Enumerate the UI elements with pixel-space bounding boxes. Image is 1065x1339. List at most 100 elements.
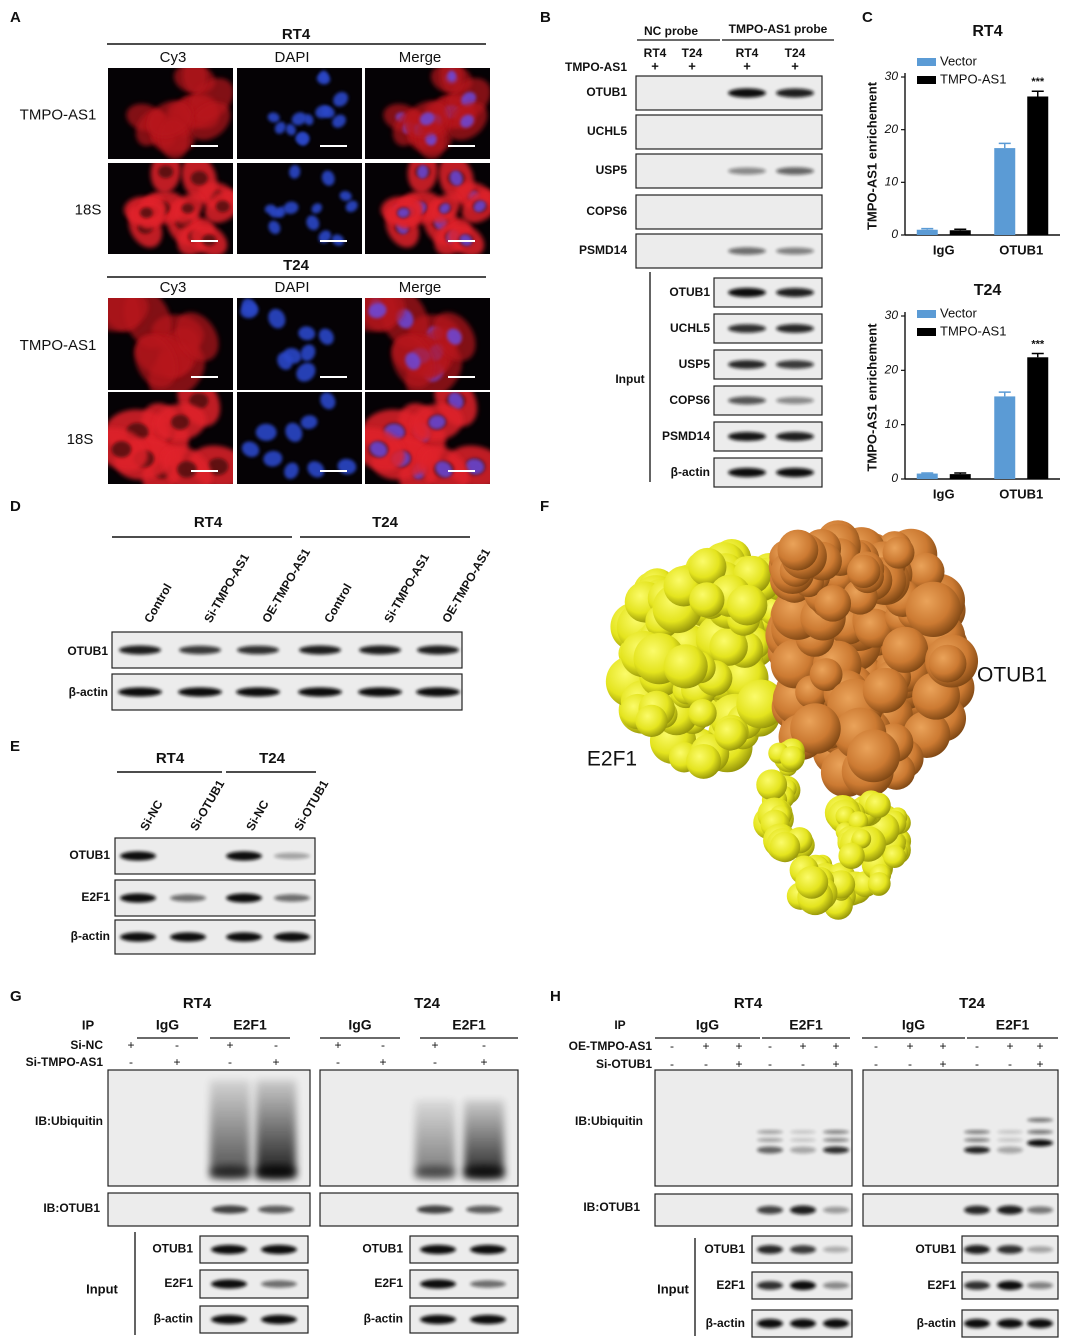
panel-letter: A bbox=[10, 9, 21, 26]
blot bbox=[635, 194, 823, 230]
label: COPS6 bbox=[669, 393, 710, 407]
surface-bump bbox=[865, 792, 891, 819]
surface-bump bbox=[709, 627, 748, 666]
label: Input bbox=[86, 1281, 118, 1296]
nucleus bbox=[473, 200, 486, 213]
band bbox=[464, 1166, 504, 1178]
surface-bump bbox=[814, 585, 852, 622]
band bbox=[1027, 1118, 1053, 1122]
band bbox=[728, 167, 766, 175]
band bbox=[790, 1318, 816, 1329]
bar bbox=[916, 229, 938, 235]
label: β-actin bbox=[364, 1312, 403, 1326]
label: USP5 bbox=[596, 163, 628, 177]
y-axis-label: TMPO-AS1 enrichement bbox=[864, 81, 879, 230]
band bbox=[1027, 1206, 1053, 1214]
nucleus bbox=[435, 461, 453, 478]
surface-bump bbox=[795, 865, 829, 899]
label: β-actin bbox=[154, 1312, 193, 1326]
band bbox=[776, 247, 814, 255]
label: IB:Ubiquitin bbox=[575, 1114, 643, 1128]
label: E2F1 bbox=[233, 1017, 267, 1033]
panel-letter: F bbox=[540, 498, 549, 515]
surface-bump bbox=[854, 608, 895, 648]
nucleus bbox=[439, 203, 451, 214]
label: Input bbox=[615, 372, 644, 386]
surface-bump bbox=[714, 717, 748, 751]
label: + bbox=[832, 1039, 839, 1053]
surface-bump bbox=[635, 704, 668, 737]
band bbox=[823, 1282, 849, 1289]
band bbox=[823, 1146, 849, 1154]
band bbox=[470, 1280, 506, 1288]
nucleus bbox=[368, 303, 387, 319]
bar bbox=[949, 474, 971, 479]
micrograph bbox=[237, 392, 362, 484]
band bbox=[258, 1205, 294, 1214]
label: E2F1 bbox=[716, 1278, 745, 1292]
label: + bbox=[226, 1038, 233, 1052]
x-tick-label: IgG bbox=[933, 486, 955, 501]
label: TMPO-AS1 bbox=[20, 106, 97, 123]
label: + bbox=[1036, 1057, 1043, 1071]
label: OTUB1 bbox=[152, 1242, 193, 1256]
label: β-actin bbox=[69, 685, 108, 699]
label: T24 bbox=[283, 257, 310, 274]
band bbox=[170, 894, 206, 902]
surface-bump bbox=[736, 679, 786, 729]
label: + bbox=[832, 1057, 839, 1071]
x-tick-label: OTUB1 bbox=[999, 242, 1043, 257]
nucleus bbox=[285, 123, 296, 136]
band bbox=[776, 88, 814, 98]
panel-letter: B bbox=[540, 9, 551, 26]
label: + bbox=[735, 1057, 742, 1071]
label: Merge bbox=[399, 49, 442, 66]
nucleus-shadow bbox=[176, 461, 197, 478]
label: PSMD14 bbox=[662, 429, 710, 443]
label: + bbox=[799, 1039, 806, 1053]
nucleus bbox=[263, 450, 283, 467]
error-bar bbox=[921, 472, 934, 474]
bar bbox=[994, 148, 1016, 235]
label: T24 bbox=[785, 46, 806, 60]
band bbox=[997, 1130, 1023, 1134]
band bbox=[997, 1138, 1023, 1142]
y-tick-label: 0 bbox=[891, 471, 898, 485]
nucleus bbox=[285, 422, 303, 442]
band bbox=[776, 288, 814, 297]
label: RT4 bbox=[194, 514, 223, 531]
label: β-actin bbox=[706, 1316, 745, 1330]
nucleus bbox=[307, 461, 325, 478]
nucleus bbox=[321, 170, 335, 186]
micrograph bbox=[365, 392, 490, 484]
y-tick-label: 20 bbox=[884, 363, 899, 377]
nucleus bbox=[397, 207, 410, 218]
annotation: *** bbox=[1031, 76, 1045, 88]
nucleus bbox=[267, 112, 280, 123]
micrograph bbox=[108, 392, 233, 484]
nucleus bbox=[369, 441, 388, 458]
band bbox=[118, 687, 162, 697]
band bbox=[298, 687, 342, 697]
band bbox=[790, 1280, 816, 1291]
label: + bbox=[743, 58, 751, 73]
band bbox=[359, 645, 401, 655]
band bbox=[728, 396, 766, 405]
band bbox=[236, 687, 280, 697]
band bbox=[823, 1318, 849, 1329]
blot bbox=[654, 1069, 853, 1187]
bar bbox=[1027, 96, 1049, 235]
label: β-actin bbox=[671, 465, 710, 479]
error-bar bbox=[998, 391, 1011, 397]
label: + bbox=[1036, 1039, 1043, 1053]
label: - bbox=[975, 1057, 979, 1071]
band bbox=[417, 645, 459, 655]
band bbox=[823, 1246, 849, 1253]
label: - bbox=[336, 1055, 340, 1069]
label: TMPO-AS1 probe bbox=[729, 22, 828, 36]
smear bbox=[256, 1080, 296, 1178]
error-bar bbox=[954, 228, 967, 231]
label: - bbox=[801, 1057, 805, 1071]
nucleus bbox=[268, 308, 286, 329]
